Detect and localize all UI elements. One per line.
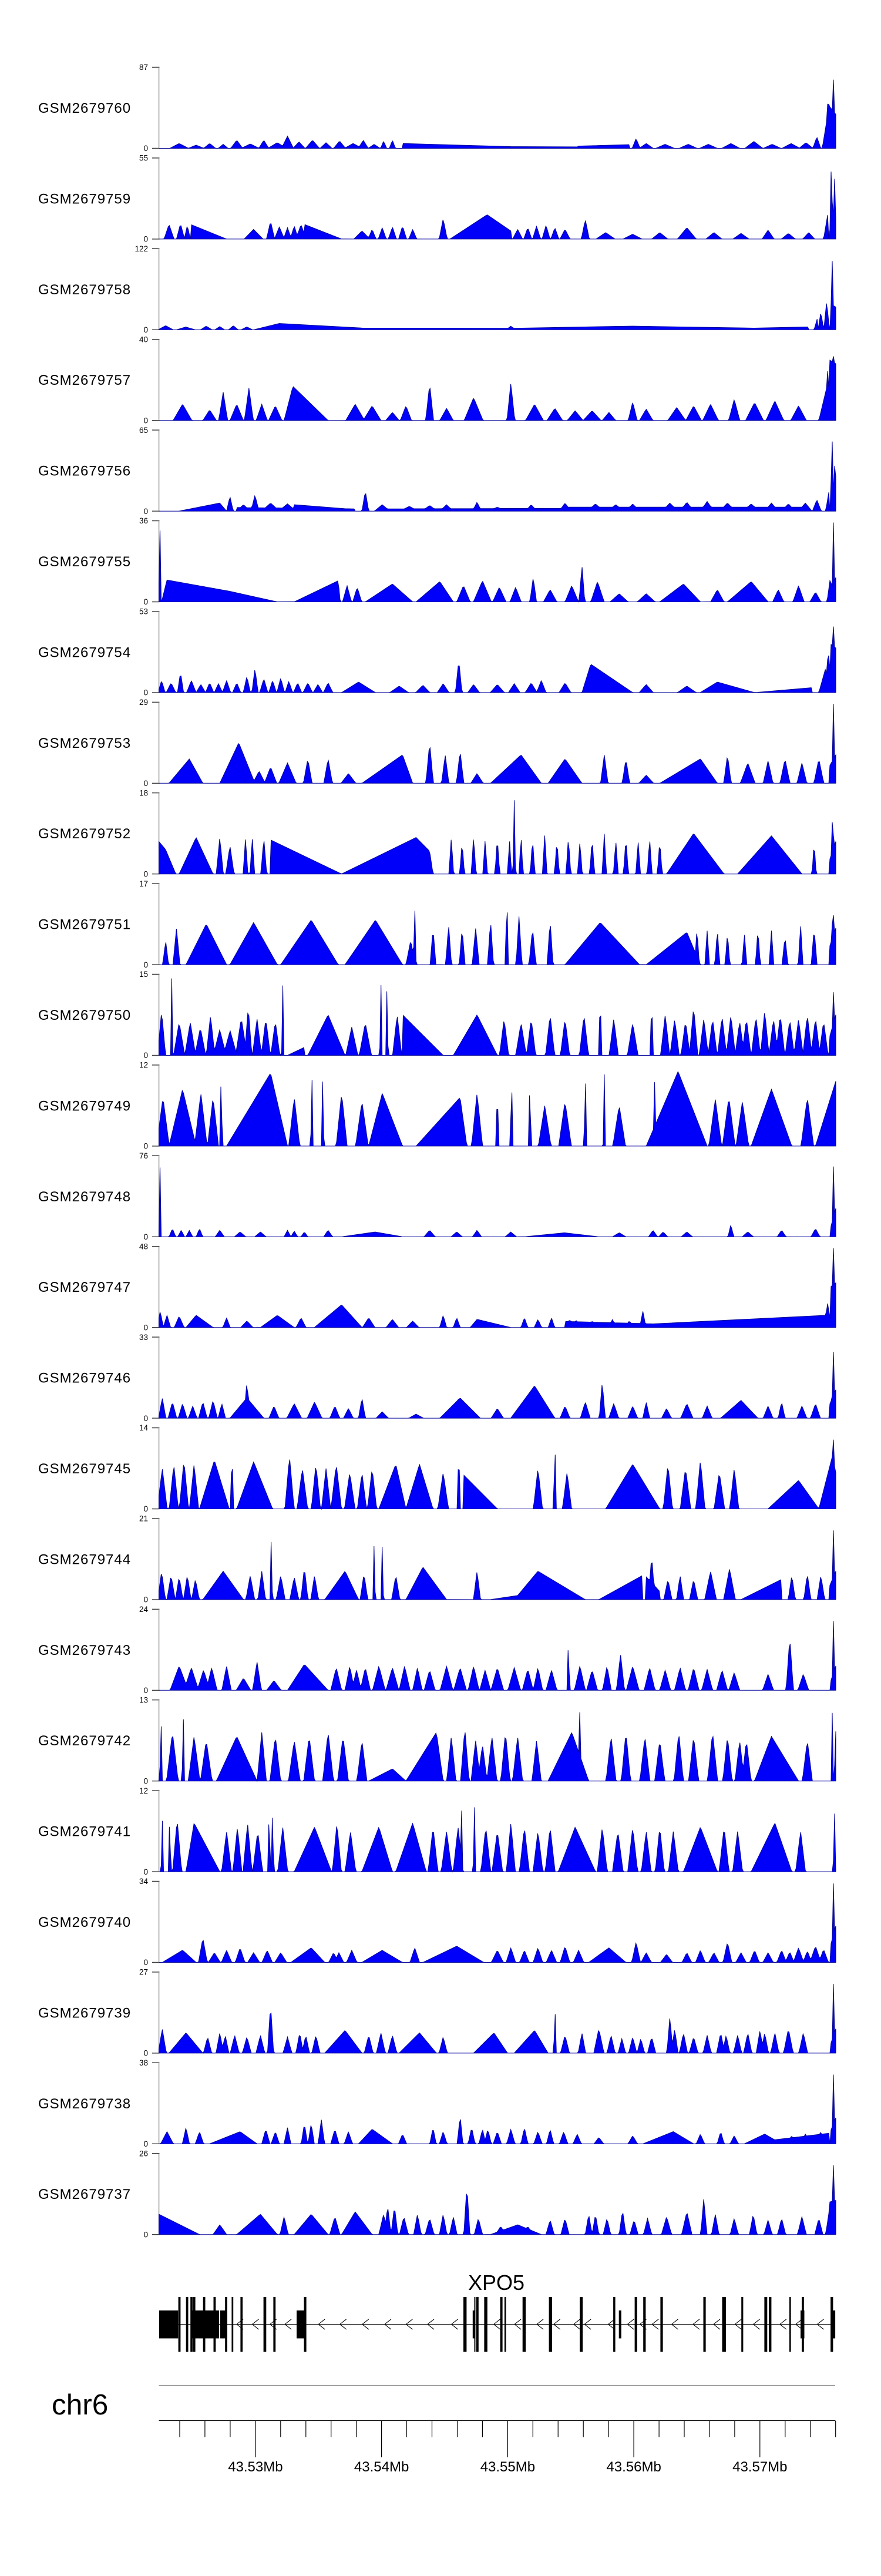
- svg-text:33: 33: [139, 1333, 148, 1342]
- svg-text:21: 21: [139, 1514, 148, 1523]
- svg-text:0: 0: [143, 688, 148, 697]
- svg-text:0: 0: [143, 325, 148, 334]
- svg-text:0: 0: [143, 1596, 148, 1604]
- svg-text:GSM2679758: GSM2679758: [38, 282, 131, 298]
- svg-text:0: 0: [143, 1142, 148, 1151]
- svg-text:0: 0: [143, 144, 148, 153]
- svg-text:0: 0: [143, 2049, 148, 2058]
- svg-text:0: 0: [143, 1323, 148, 1332]
- svg-text:34: 34: [139, 1877, 149, 1886]
- svg-text:GSM2679744: GSM2679744: [38, 1551, 131, 1567]
- svg-text:GSM2679755: GSM2679755: [38, 554, 131, 570]
- svg-text:0: 0: [143, 1868, 148, 1876]
- svg-text:0: 0: [143, 507, 148, 516]
- svg-text:53: 53: [139, 607, 148, 616]
- svg-text:43.55Mb: 43.55Mb: [480, 2459, 535, 2475]
- svg-text:0: 0: [143, 1504, 148, 1513]
- svg-text:GSM2679750: GSM2679750: [38, 1007, 131, 1023]
- svg-text:29: 29: [139, 698, 148, 707]
- svg-text:0: 0: [143, 1051, 148, 1060]
- svg-text:GSM2679745: GSM2679745: [38, 1461, 131, 1477]
- svg-text:GSM2679746: GSM2679746: [38, 1371, 131, 1386]
- svg-text:GSM2679741: GSM2679741: [38, 1824, 131, 1840]
- svg-text:GSM2679739: GSM2679739: [38, 2005, 131, 2021]
- svg-text:48: 48: [139, 1242, 148, 1251]
- svg-text:24: 24: [139, 1605, 149, 1614]
- svg-text:GSM2679756: GSM2679756: [38, 464, 131, 479]
- svg-text:0: 0: [143, 235, 148, 244]
- svg-text:GSM2679749: GSM2679749: [38, 1098, 131, 1114]
- svg-text:GSM2679752: GSM2679752: [38, 826, 131, 842]
- svg-text:14: 14: [139, 1423, 149, 1432]
- svg-text:27: 27: [139, 1968, 148, 1977]
- svg-text:26: 26: [139, 2149, 148, 2158]
- svg-text:GSM2679740: GSM2679740: [38, 1915, 131, 1930]
- svg-text:GSM2679753: GSM2679753: [38, 735, 131, 751]
- svg-text:15: 15: [139, 970, 148, 979]
- svg-text:87: 87: [139, 63, 148, 72]
- svg-text:GSM2679748: GSM2679748: [38, 1189, 131, 1205]
- svg-text:0: 0: [143, 597, 148, 606]
- svg-text:43.54Mb: 43.54Mb: [354, 2459, 409, 2475]
- svg-text:GSM2679759: GSM2679759: [38, 191, 131, 207]
- svg-text:GSM2679754: GSM2679754: [38, 644, 131, 660]
- svg-text:65: 65: [139, 426, 148, 435]
- svg-text:GSM2679747: GSM2679747: [38, 1279, 131, 1295]
- svg-text:0: 0: [143, 1414, 148, 1423]
- svg-text:GSM2679738: GSM2679738: [38, 2096, 131, 2112]
- svg-text:0: 0: [143, 416, 148, 425]
- svg-text:GSM2679742: GSM2679742: [38, 1733, 131, 1749]
- svg-text:76: 76: [139, 1151, 148, 1160]
- svg-text:0: 0: [143, 1686, 148, 1695]
- svg-text:0: 0: [143, 960, 148, 969]
- svg-text:0: 0: [143, 869, 148, 878]
- svg-text:GSM2679751: GSM2679751: [38, 917, 131, 933]
- svg-text:17: 17: [139, 879, 148, 888]
- svg-text:43.56Mb: 43.56Mb: [606, 2459, 661, 2475]
- svg-text:12: 12: [139, 1786, 148, 1795]
- svg-text:GSM2679743: GSM2679743: [38, 1643, 131, 1658]
- svg-text:chr6: chr6: [52, 2389, 108, 2421]
- svg-text:0: 0: [143, 1776, 148, 1785]
- svg-text:XPO5: XPO5: [468, 2271, 524, 2295]
- svg-text:0: 0: [143, 2230, 148, 2239]
- svg-text:GSM2679760: GSM2679760: [38, 100, 131, 116]
- svg-text:GSM2679757: GSM2679757: [38, 372, 131, 388]
- svg-text:38: 38: [139, 2058, 148, 2067]
- svg-text:55: 55: [139, 154, 148, 163]
- svg-text:GSM2679737: GSM2679737: [38, 2187, 131, 2202]
- svg-text:18: 18: [139, 788, 148, 797]
- svg-text:40: 40: [139, 335, 148, 344]
- svg-text:122: 122: [134, 244, 148, 253]
- svg-text:0: 0: [143, 1232, 148, 1241]
- svg-text:43.53Mb: 43.53Mb: [228, 2459, 283, 2475]
- svg-text:13: 13: [139, 1695, 148, 1704]
- svg-text:0: 0: [143, 2140, 148, 2148]
- svg-text:12: 12: [139, 1061, 148, 1070]
- svg-text:43.57Mb: 43.57Mb: [732, 2459, 787, 2475]
- svg-text:0: 0: [143, 1958, 148, 1967]
- svg-text:36: 36: [139, 516, 148, 525]
- svg-text:0: 0: [143, 779, 148, 788]
